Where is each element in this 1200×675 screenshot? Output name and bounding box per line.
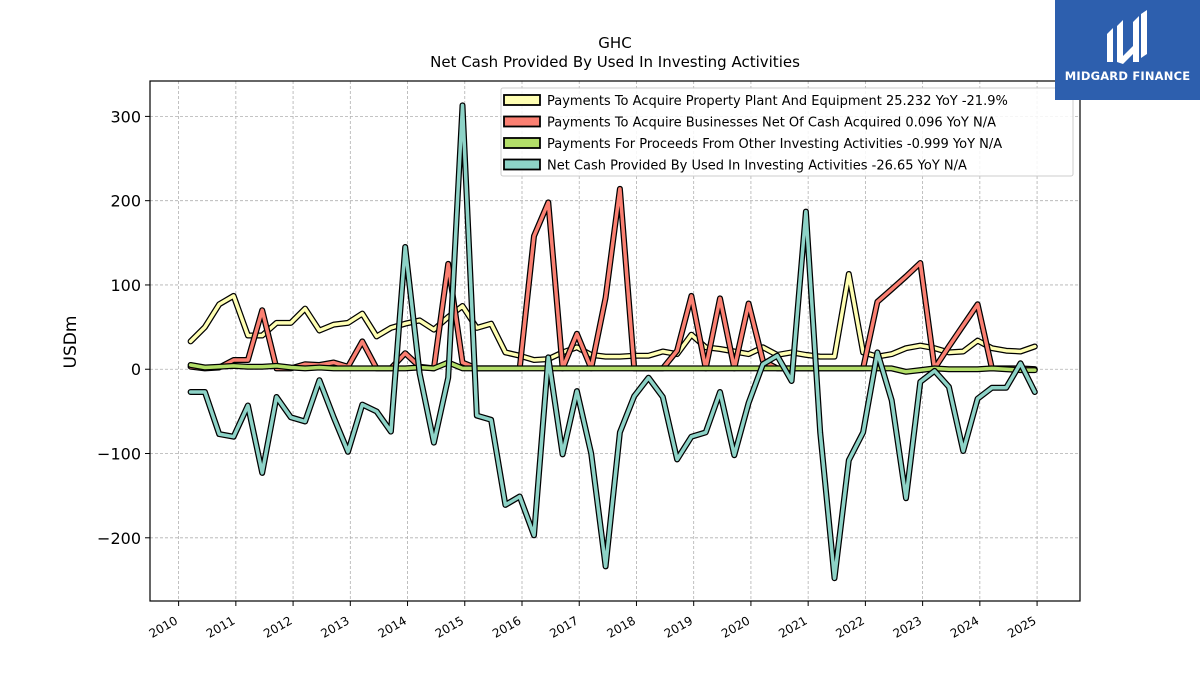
x-tick-label: 2011 bbox=[204, 613, 237, 640]
legend: Payments To Acquire Property Plant And E… bbox=[500, 87, 1074, 177]
x-tick-label: 2020 bbox=[719, 613, 752, 640]
x-tick-label: 2021 bbox=[776, 613, 809, 640]
x-tick-label: 2022 bbox=[833, 613, 866, 640]
legend-swatch bbox=[503, 94, 541, 106]
series-1 bbox=[187, 271, 1038, 363]
x-tick-label: 2025 bbox=[1005, 613, 1038, 640]
axis-layer: 2010 2011 2012 2013 2014 2015 2016 2017 2018 2019… bbox=[97, 107, 1039, 640]
y-tick-label: −100 bbox=[97, 445, 141, 464]
x-tick-label: 2014 bbox=[376, 613, 409, 640]
series-2 bbox=[187, 185, 1038, 373]
series-line bbox=[188, 103, 1037, 580]
x-tick-label: 2013 bbox=[318, 613, 351, 640]
series-line bbox=[188, 272, 1037, 362]
plot-frame bbox=[149, 80, 1081, 602]
legend-label: Net Cash Provided By Used In Investing A… bbox=[547, 159, 967, 174]
chart-subtitle: Net Cash Provided By Used In Investing A… bbox=[430, 53, 800, 71]
y-tick-label: 300 bbox=[110, 107, 141, 126]
legend-frame bbox=[500, 87, 1074, 177]
series-layer bbox=[187, 102, 1038, 582]
midgard-logo-icon bbox=[1107, 10, 1147, 64]
x-tick-label: 2010 bbox=[147, 613, 180, 640]
legend-swatch bbox=[503, 158, 541, 171]
series-3 bbox=[187, 359, 1038, 375]
legend-label: Payments To Acquire Property Plant And E… bbox=[547, 94, 1008, 109]
x-tick-label: 2024 bbox=[948, 613, 981, 640]
legend-swatch bbox=[503, 115, 541, 128]
brand-name: MIDGARD FINANCE bbox=[1064, 69, 1191, 83]
series-line bbox=[188, 187, 1037, 371]
y-tick-label: 100 bbox=[110, 276, 141, 295]
y-axis-label: USDm bbox=[61, 316, 81, 369]
x-tick-label: 2019 bbox=[662, 613, 695, 640]
chart-title: GHC bbox=[598, 34, 631, 52]
series-line-outline bbox=[187, 185, 1038, 373]
series-4 bbox=[187, 102, 1038, 582]
x-tick-label: 2023 bbox=[891, 613, 924, 640]
x-tick-label: 2016 bbox=[490, 613, 523, 640]
y-tick-label: 200 bbox=[110, 192, 141, 211]
y-tick-label: −200 bbox=[97, 529, 141, 548]
x-tick-label: 2017 bbox=[547, 613, 580, 640]
x-tick-label: 2018 bbox=[605, 613, 638, 640]
legend-label: Payments For Proceeds From Other Investi… bbox=[547, 137, 1002, 152]
x-tick-label: 2012 bbox=[261, 613, 294, 640]
legend-label: Payments To Acquire Businesses Net Of Ca… bbox=[547, 116, 996, 131]
y-tick-label: 0 bbox=[131, 360, 141, 379]
series-line bbox=[188, 360, 1037, 374]
x-tick-label: 2015 bbox=[433, 613, 466, 640]
legend-swatch bbox=[503, 137, 541, 149]
brand-logo: MIDGARD FINANCE bbox=[1055, 0, 1200, 100]
